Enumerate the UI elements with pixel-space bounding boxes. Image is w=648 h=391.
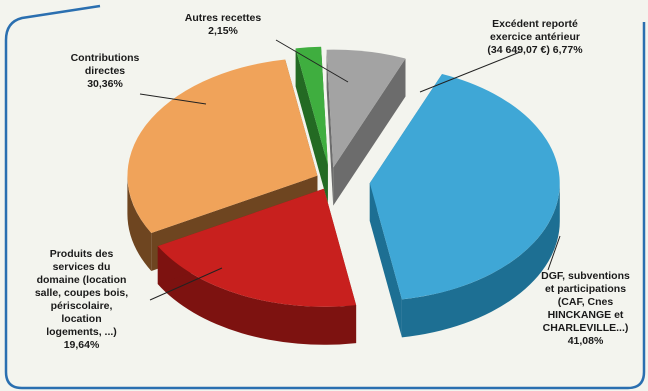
dgf-line5: CHARLEVILLE...)	[542, 322, 629, 334]
frame-top-left	[4, 4, 101, 41]
contrib-line1: Contributions	[70, 52, 140, 64]
produits-pct: 19,64%	[63, 339, 100, 351]
slice-1	[369, 74, 560, 338]
produits-line7: logements, ...)	[46, 326, 117, 338]
slice-wall-2	[157, 246, 357, 345]
contrib-line2: directes	[84, 65, 126, 77]
dgf-line3: (CAF, Cnes	[557, 296, 614, 308]
slice-side-1-1	[369, 183, 402, 338]
excedent-line3: (34 649,07 €) 6,77%	[487, 44, 583, 56]
label-contributions: Contributions directes 30,36%	[50, 52, 160, 91]
produits-line5: périscolaire,	[50, 300, 113, 312]
excedent-line1: Excédent reporté	[492, 18, 578, 30]
slice-top-0	[326, 49, 406, 168]
leader-contributions	[139, 93, 207, 105]
produits-line3: domaine (location	[36, 274, 127, 286]
leader-excedent	[419, 51, 521, 93]
slice-top-1	[369, 74, 560, 300]
produits-line1: Produits des	[49, 248, 114, 260]
leader-lines	[139, 39, 561, 301]
slice-side-0-1	[333, 58, 406, 206]
leader-autres	[275, 39, 349, 83]
slice-top-4	[295, 46, 328, 165]
slice-wall-3	[127, 175, 152, 271]
slice-4	[295, 46, 328, 203]
frame-border	[4, 22, 646, 390]
slice-top-3	[127, 59, 318, 233]
slices-layer	[127, 46, 560, 345]
label-excedent: Excédent reporté exercice antérieur (34 …	[460, 18, 610, 57]
slice-0	[326, 49, 406, 206]
produits-line2: services du	[52, 261, 111, 273]
slice-top-2	[157, 188, 357, 307]
slice-side-4-0	[295, 48, 328, 203]
autres-name: Autres recettes	[184, 12, 262, 24]
produits-line6: location	[61, 313, 102, 325]
dgf-line1: DGF, subventions	[541, 270, 630, 282]
dgf-line4: HINCKANGE et	[547, 309, 624, 321]
slice-2	[157, 188, 357, 345]
label-produits: Produits des services du domaine (locati…	[14, 248, 149, 352]
label-autres-recettes: Autres recettes 2,15%	[168, 12, 278, 38]
slice-wall-1	[401, 183, 560, 338]
contrib-pct: 30,36%	[87, 78, 123, 90]
dgf-line2: et participations	[544, 283, 627, 295]
label-dgf: DGF, subventions et participations (CAF,…	[528, 270, 643, 348]
dgf-pct: 41,08%	[567, 335, 604, 347]
leader-dgf	[547, 235, 561, 271]
excedent-line2: exercice antérieur	[490, 31, 580, 43]
leader-produits	[149, 267, 223, 301]
autres-pct: 2,15%	[208, 25, 238, 37]
produits-line4: salle, coupes bois,	[34, 287, 129, 299]
slice-side-0-0	[326, 49, 334, 206]
